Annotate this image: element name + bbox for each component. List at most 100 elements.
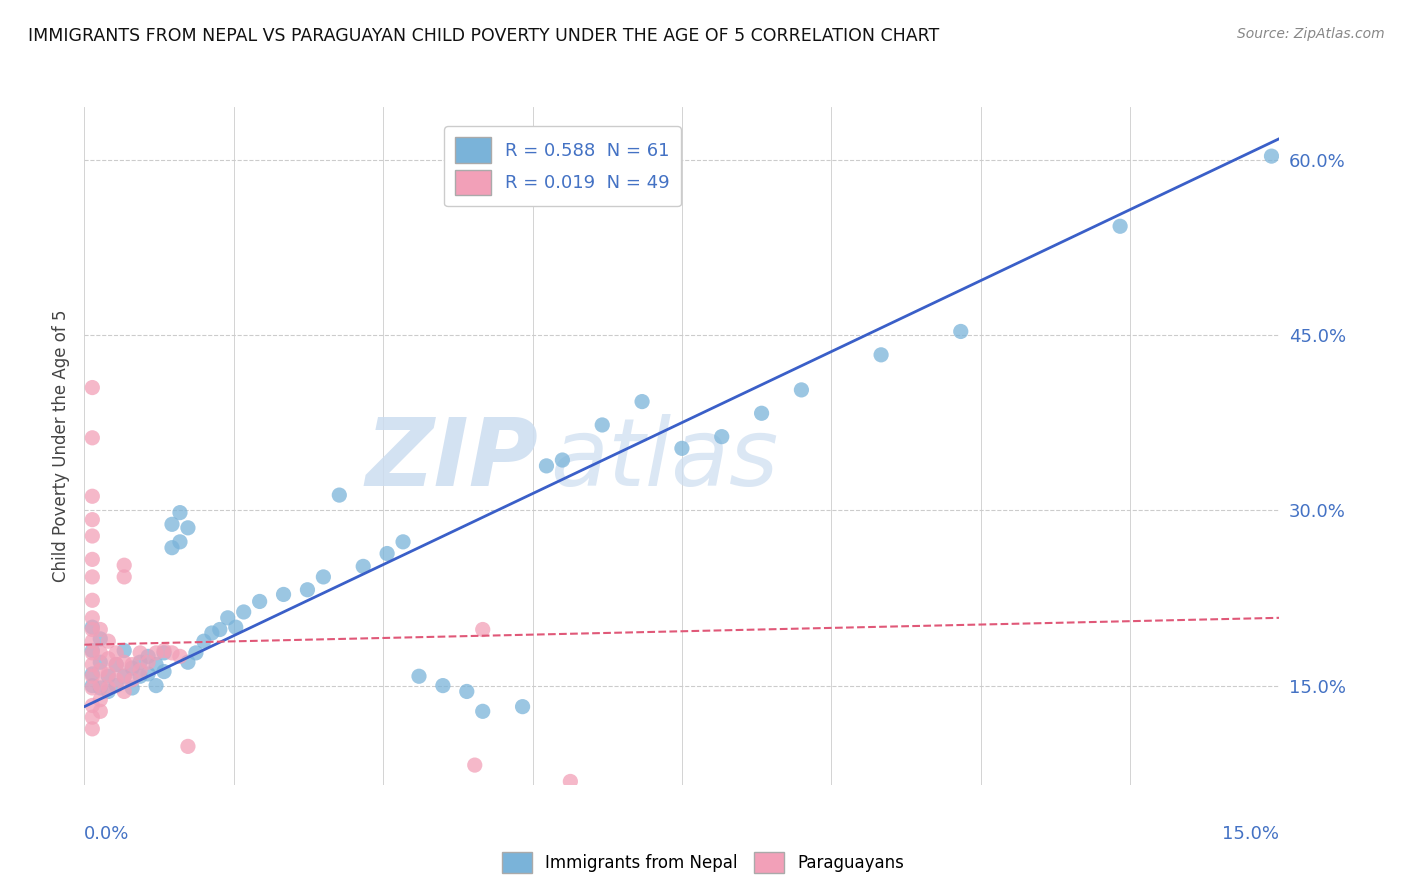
Point xyxy=(208,623,231,637)
Legend: Immigrants from Nepal, Paraguayans: Immigrants from Nepal, Paraguayans xyxy=(495,846,911,880)
Point xyxy=(82,529,104,543)
Text: atlas: atlas xyxy=(551,414,779,505)
Point xyxy=(751,406,773,420)
Point xyxy=(169,649,191,664)
Y-axis label: Child Poverty Under the Age of 5: Child Poverty Under the Age of 5 xyxy=(52,310,70,582)
Point xyxy=(105,673,128,687)
Point xyxy=(121,657,143,672)
Point xyxy=(112,570,135,584)
Text: ZIP: ZIP xyxy=(366,414,538,506)
Point xyxy=(328,488,350,502)
Point xyxy=(89,632,111,646)
Point xyxy=(193,634,215,648)
Point xyxy=(89,681,111,695)
Legend: R = 0.588  N = 61, R = 0.019  N = 49: R = 0.588 N = 61, R = 0.019 N = 49 xyxy=(444,127,681,206)
Point xyxy=(177,739,200,754)
Point xyxy=(105,657,128,672)
Point xyxy=(97,681,120,695)
Point xyxy=(82,667,104,681)
Point xyxy=(136,649,159,664)
Point xyxy=(82,513,104,527)
Point xyxy=(949,325,972,339)
Point xyxy=(160,646,183,660)
Point xyxy=(790,383,813,397)
Point xyxy=(352,559,374,574)
Point xyxy=(97,667,120,681)
Point xyxy=(112,684,135,698)
Point xyxy=(82,634,104,648)
Point xyxy=(145,679,167,693)
Point xyxy=(129,655,152,669)
Point xyxy=(121,681,143,695)
Point xyxy=(456,684,478,698)
Point xyxy=(82,657,104,672)
Point xyxy=(112,669,135,683)
Point xyxy=(232,605,254,619)
Point xyxy=(225,620,247,634)
Point xyxy=(471,623,494,637)
Point xyxy=(89,655,111,669)
Point xyxy=(89,664,111,678)
Point xyxy=(82,489,104,503)
Point xyxy=(105,657,128,672)
Point xyxy=(82,679,104,693)
Point xyxy=(201,626,224,640)
Point xyxy=(121,661,143,675)
Point xyxy=(392,534,415,549)
Point xyxy=(870,348,893,362)
Point xyxy=(432,679,454,693)
Text: 15.0%: 15.0% xyxy=(1222,825,1279,843)
Point xyxy=(121,673,143,687)
Point xyxy=(136,667,159,681)
Point xyxy=(82,722,104,736)
Point xyxy=(375,547,398,561)
Point xyxy=(97,634,120,648)
Point xyxy=(97,651,120,665)
Point xyxy=(82,570,104,584)
Text: IMMIGRANTS FROM NEPAL VS PARAGUAYAN CHILD POVERTY UNDER THE AGE OF 5 CORRELATION: IMMIGRANTS FROM NEPAL VS PARAGUAYAN CHIL… xyxy=(28,27,939,45)
Point xyxy=(97,684,120,698)
Point xyxy=(1109,219,1132,234)
Point xyxy=(89,623,111,637)
Point xyxy=(89,679,111,693)
Point xyxy=(82,380,104,394)
Point xyxy=(536,458,558,473)
Point xyxy=(82,710,104,724)
Point xyxy=(551,453,574,467)
Point xyxy=(145,646,167,660)
Point xyxy=(82,698,104,713)
Point xyxy=(471,704,494,718)
Point xyxy=(112,655,135,669)
Point xyxy=(153,646,176,660)
Point xyxy=(82,681,104,695)
Point xyxy=(82,620,104,634)
Point xyxy=(631,394,654,409)
Point xyxy=(82,643,104,657)
Point xyxy=(160,517,183,532)
Point xyxy=(82,611,104,625)
Point xyxy=(297,582,319,597)
Point xyxy=(112,669,135,683)
Point xyxy=(160,541,183,555)
Point xyxy=(177,655,200,669)
Point xyxy=(153,665,176,679)
Point xyxy=(129,664,152,678)
Point xyxy=(153,643,176,657)
Text: Source: ZipAtlas.com: Source: ZipAtlas.com xyxy=(1237,27,1385,41)
Point xyxy=(112,643,135,657)
Point xyxy=(273,587,295,601)
Point xyxy=(82,646,104,660)
Point xyxy=(1260,149,1282,163)
Point xyxy=(82,669,104,683)
Point xyxy=(169,534,191,549)
Point xyxy=(169,506,191,520)
Point xyxy=(82,623,104,637)
Point xyxy=(249,594,271,608)
Point xyxy=(82,431,104,445)
Point xyxy=(560,774,582,789)
Point xyxy=(512,699,534,714)
Point xyxy=(136,655,159,669)
Point xyxy=(710,430,733,444)
Point xyxy=(112,558,135,573)
Point xyxy=(464,758,486,772)
